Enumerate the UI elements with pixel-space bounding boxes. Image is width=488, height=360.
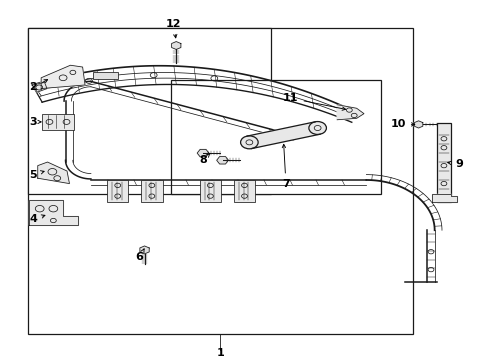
- Text: 11: 11: [283, 93, 345, 110]
- Polygon shape: [41, 65, 85, 89]
- Bar: [93, 72, 118, 79]
- Text: 9: 9: [447, 159, 462, 169]
- Polygon shape: [38, 162, 69, 184]
- Circle shape: [240, 136, 258, 149]
- Text: 3: 3: [29, 117, 41, 127]
- Polygon shape: [32, 82, 47, 92]
- Text: 1: 1: [216, 348, 224, 358]
- Polygon shape: [140, 246, 149, 254]
- Polygon shape: [197, 149, 208, 157]
- Bar: [436, 123, 450, 202]
- Bar: [42, 114, 74, 130]
- Polygon shape: [29, 200, 78, 225]
- Bar: [199, 180, 221, 202]
- Bar: [141, 180, 162, 202]
- Text: 10: 10: [389, 120, 414, 129]
- Bar: [27, 28, 271, 194]
- Bar: [171, 80, 380, 194]
- Circle shape: [308, 122, 326, 134]
- Bar: [107, 180, 128, 202]
- Text: 7: 7: [282, 144, 289, 189]
- Text: 5: 5: [29, 170, 44, 180]
- Text: 4: 4: [29, 215, 45, 224]
- Polygon shape: [246, 122, 320, 149]
- Polygon shape: [216, 157, 228, 164]
- Bar: [27, 28, 412, 334]
- Text: 8: 8: [199, 154, 209, 165]
- Polygon shape: [413, 121, 422, 128]
- Polygon shape: [431, 194, 456, 202]
- Polygon shape: [171, 41, 181, 49]
- Text: 6: 6: [136, 249, 144, 262]
- Bar: [233, 180, 255, 202]
- Polygon shape: [336, 105, 363, 120]
- Text: 12: 12: [166, 19, 181, 38]
- Text: 2: 2: [29, 80, 47, 93]
